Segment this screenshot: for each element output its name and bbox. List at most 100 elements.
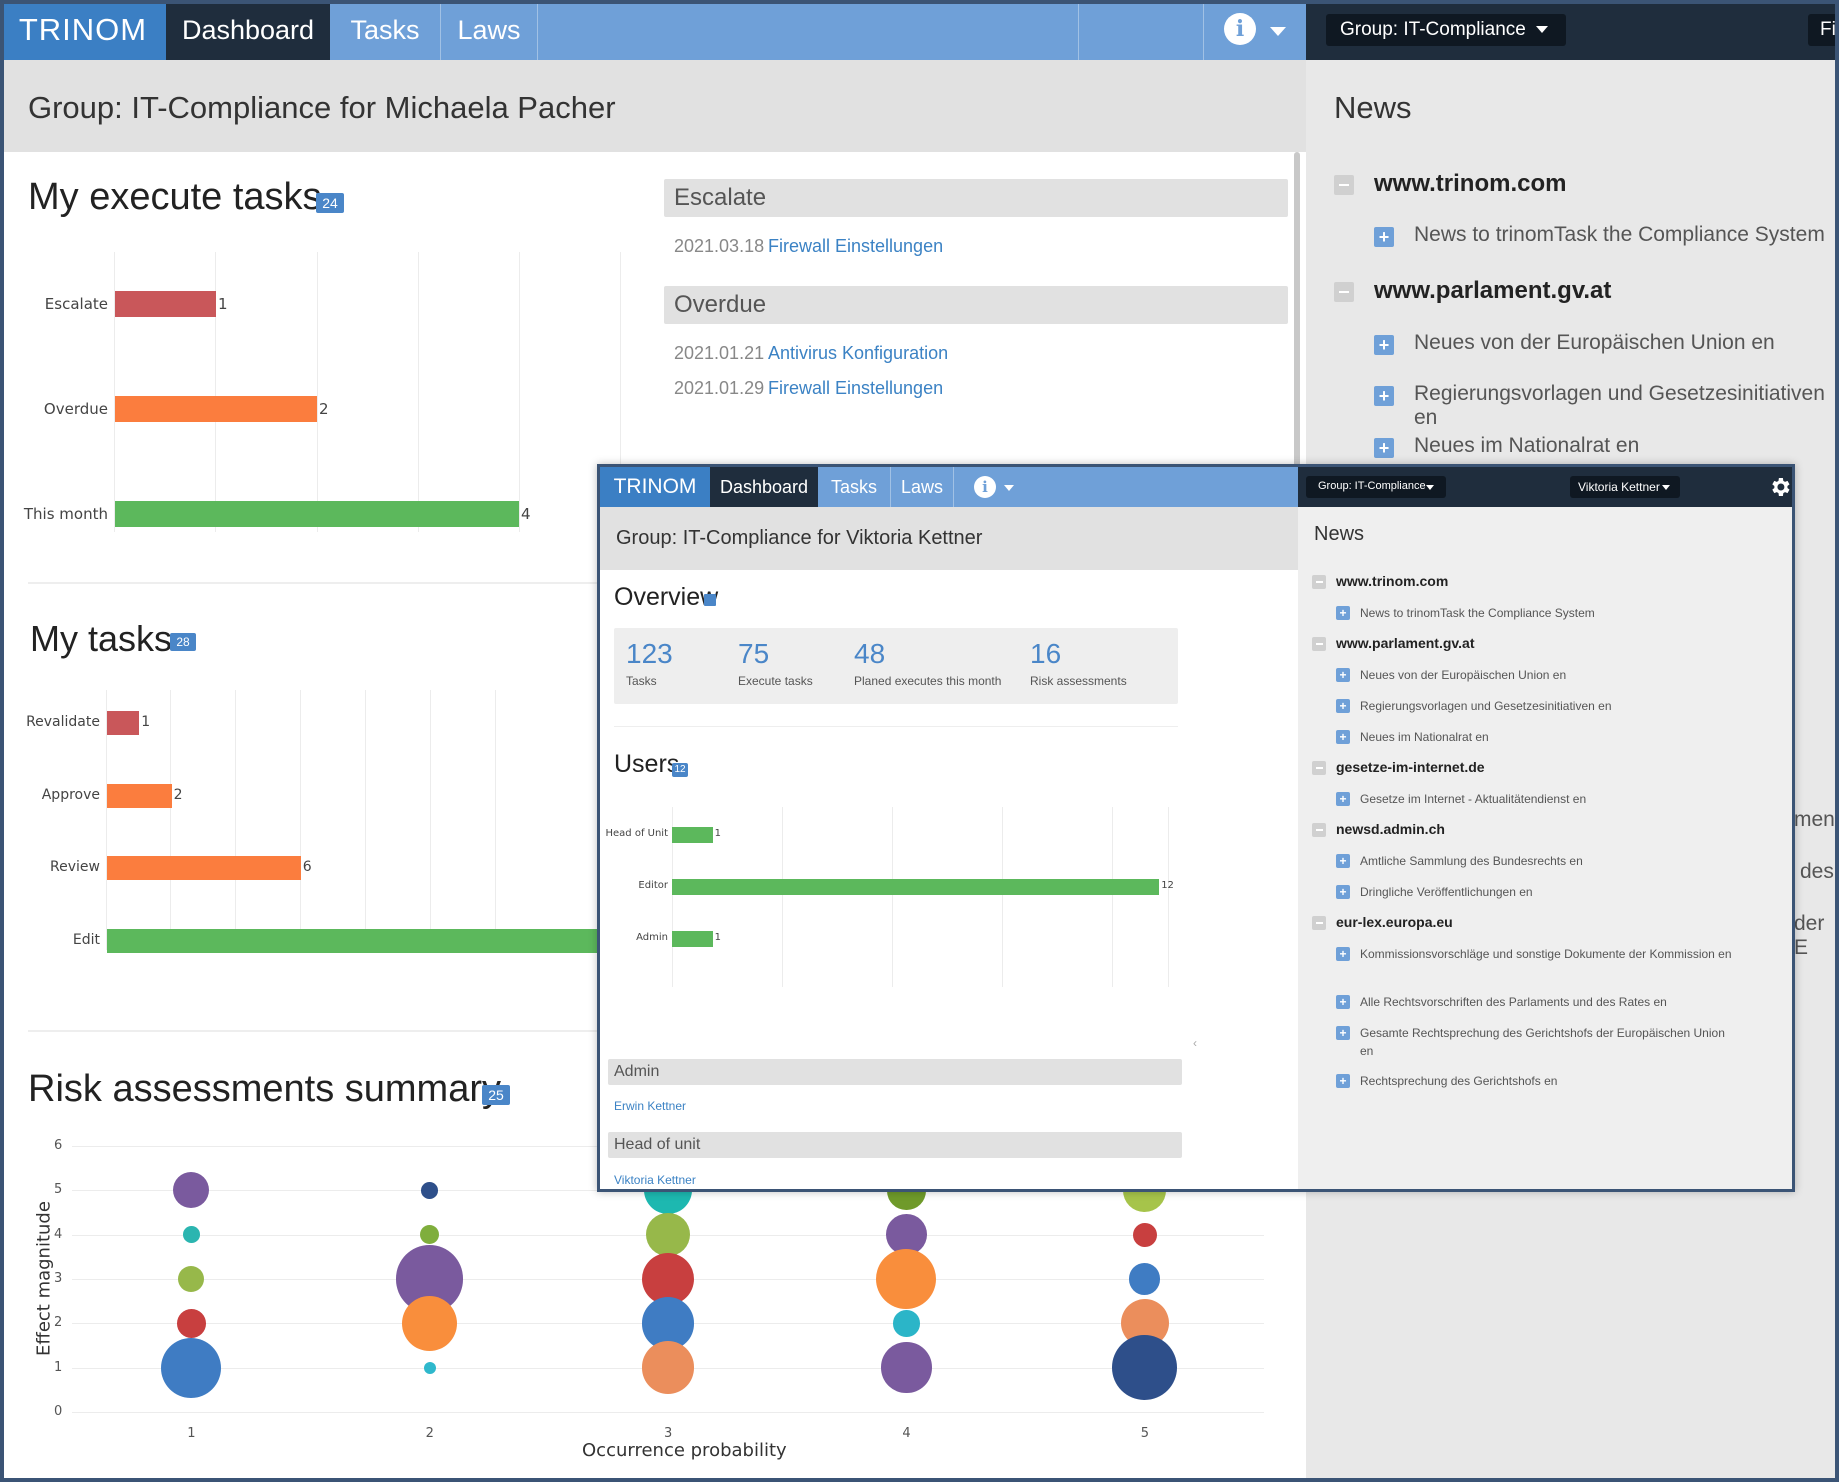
news-item[interactable]: Rechtsprechung des Gerichtshofs en xyxy=(1360,1074,1558,1088)
nav-tasks[interactable]: Tasks xyxy=(350,15,420,45)
expand-icon[interactable]: + xyxy=(1336,668,1350,682)
brand-logo[interactable]: TRINOM xyxy=(600,467,710,507)
gridline xyxy=(519,252,520,532)
expand-icon[interactable]: + xyxy=(1336,730,1350,744)
news-item[interactable]: Neues im Nationalrat en xyxy=(1414,434,1640,457)
nav-dashboard[interactable]: Dashboard xyxy=(710,467,818,507)
news-domain[interactable]: eur-lex.europa.eu xyxy=(1336,914,1453,930)
chevron-down-icon[interactable] xyxy=(1004,485,1014,491)
news-item[interactable]: Gesamte Rechtsprechung des Gerichtshofs … xyxy=(1360,1026,1725,1058)
news-item[interactable]: Neues von der Europäischen Union en xyxy=(1360,668,1567,682)
bar-category-label: This month xyxy=(23,505,108,523)
nav-separator xyxy=(537,0,538,60)
news-item[interactable]: Neues von der Europäischen Union en xyxy=(1414,331,1775,354)
gridline xyxy=(72,1412,1264,1413)
bar-category-label: Escalate xyxy=(44,295,108,313)
expand-icon[interactable]: + xyxy=(1336,885,1350,899)
brand-logo[interactable]: TRINOM xyxy=(0,0,166,60)
bubble-point xyxy=(182,1226,200,1244)
execute-tasks-badge: 24 xyxy=(316,193,344,213)
news-item[interactable]: News to trinomTask the Compliance System xyxy=(1414,223,1825,246)
collapse-icon[interactable] xyxy=(1312,761,1326,775)
y-tick-label: 4 xyxy=(54,1226,63,1242)
top-right-bar: Group: IT-Compliance Fi xyxy=(1306,0,1839,60)
expand-icon[interactable]: + xyxy=(1336,699,1350,713)
news-domain[interactable]: www.parlament.gv.at xyxy=(1374,277,1612,304)
bar-category-label: Overdue xyxy=(43,400,108,418)
y-tick-label: 1 xyxy=(54,1359,63,1375)
nav-laws[interactable]: Laws xyxy=(457,15,521,45)
chevron-down-icon[interactable] xyxy=(1270,27,1286,36)
expand-icon[interactable]: + xyxy=(1336,792,1350,806)
news-domain[interactable]: www.trinom.com xyxy=(1336,573,1449,589)
collapse-icon[interactable] xyxy=(1312,575,1326,589)
user-dropdown[interactable]: Viktoria Kettner xyxy=(1570,476,1680,498)
gridline xyxy=(672,807,673,987)
news-item[interactable]: Alle Rechtsvorschriften des Parlaments u… xyxy=(1360,995,1667,1009)
group-dropdown-label: Group: IT-Compliance xyxy=(1340,19,1526,40)
cut-button[interactable]: Fi xyxy=(1808,14,1839,46)
expand-icon[interactable]: + xyxy=(1336,947,1350,961)
overdue-header-text: Overdue xyxy=(674,291,767,318)
news-domain[interactable]: gesetze-im-internet.de xyxy=(1336,759,1485,775)
bar-value-label: 12 xyxy=(1161,880,1174,891)
gridline xyxy=(365,690,366,950)
collapse-icon[interactable] xyxy=(1334,175,1354,195)
stat-planned-value: 48 xyxy=(854,638,886,669)
news-item[interactable]: Amtliche Sammlung des Bundesrechts en xyxy=(1360,854,1583,868)
overdue-date: 2021.01.29 xyxy=(674,378,765,398)
y-tick-label: 5 xyxy=(54,1182,63,1198)
nav-laws[interactable]: Laws xyxy=(900,477,944,497)
nav-tasks[interactable]: Tasks xyxy=(830,477,877,497)
scrollbar[interactable] xyxy=(1294,152,1300,472)
my-tasks-badge: 28 xyxy=(170,633,196,651)
escalate-task-link[interactable]: Firewall Einstellungen xyxy=(768,236,944,256)
bar-category-label: Revalidate xyxy=(26,714,100,730)
bubble-point xyxy=(173,1172,210,1209)
expand-icon[interactable]: + xyxy=(1374,335,1394,355)
bar xyxy=(107,783,172,808)
bar xyxy=(107,856,301,880)
collapse-icon[interactable] xyxy=(1334,282,1354,302)
overdue-task-link[interactable]: Firewall Einstellungen xyxy=(768,378,944,398)
bubble-point xyxy=(881,1342,932,1393)
expand-icon[interactable]: + xyxy=(1374,227,1394,247)
news-item[interactable]: Regierungsvorlagen und Gesetzesinitiativ… xyxy=(1360,699,1612,713)
nav-dashboard[interactable]: Dashboard xyxy=(166,0,330,60)
gridline xyxy=(1002,807,1003,987)
group-dropdown[interactable]: Group: IT-Compliance xyxy=(1306,476,1446,498)
news-domain[interactable]: www.trinom.com xyxy=(1374,170,1567,197)
overdue-task-link[interactable]: Antivirus Konfiguration xyxy=(768,343,949,363)
group-dropdown[interactable]: Group: IT-Compliance xyxy=(1326,14,1566,46)
admin-user-link[interactable]: Erwin Kettner xyxy=(614,1099,687,1113)
expand-icon[interactable]: + xyxy=(1336,606,1350,620)
expand-icon[interactable]: + xyxy=(1374,438,1394,458)
news-domain[interactable]: newsd.admin.ch xyxy=(1336,821,1445,837)
head-of-unit-user-link[interactable]: Viktoria Kettner xyxy=(614,1173,696,1187)
bubble-point xyxy=(641,1252,695,1306)
chevron-down-icon xyxy=(1662,485,1670,490)
expand-icon[interactable]: + xyxy=(1336,1074,1350,1088)
x-axis-label: Occurrence probability xyxy=(582,1440,787,1461)
collapse-icon[interactable] xyxy=(1312,916,1326,930)
info-icon[interactable]: i xyxy=(1224,13,1256,45)
news-item[interactable]: Dringliche Veröffentlichungen en xyxy=(1360,885,1533,899)
news-item[interactable]: Neues im Nationalrat en xyxy=(1360,730,1489,744)
expand-icon[interactable]: + xyxy=(1374,386,1394,406)
news-item[interactable]: News to trinomTask the Compliance System xyxy=(1360,606,1595,620)
news-item[interactable]: Gesetze im Internet - Aktualitätendienst… xyxy=(1360,792,1587,806)
cut-text-fragment: des xyxy=(1800,860,1834,883)
expand-icon[interactable]: + xyxy=(1336,995,1350,1009)
expand-icon[interactable]: + xyxy=(1336,1026,1350,1040)
expand-icon[interactable]: + xyxy=(1336,854,1350,868)
news-domain[interactable]: www.parlament.gv.at xyxy=(1336,635,1475,651)
bubble-point xyxy=(886,1214,927,1256)
collapse-icon[interactable] xyxy=(1312,637,1326,651)
news-item[interactable]: Kommissionsvorschläge und sonstige Dokum… xyxy=(1360,947,1732,961)
news-item[interactable]: Regierungsvorlagen und Gesetzesinitiativ… xyxy=(1414,382,1825,429)
collapse-icon[interactable] xyxy=(1312,823,1326,837)
chevron-left-icon[interactable]: ‹ xyxy=(1193,1036,1197,1050)
info-icon[interactable]: i xyxy=(974,476,996,498)
gear-icon[interactable] xyxy=(1768,475,1792,499)
bar-value-label: 2 xyxy=(319,400,329,418)
